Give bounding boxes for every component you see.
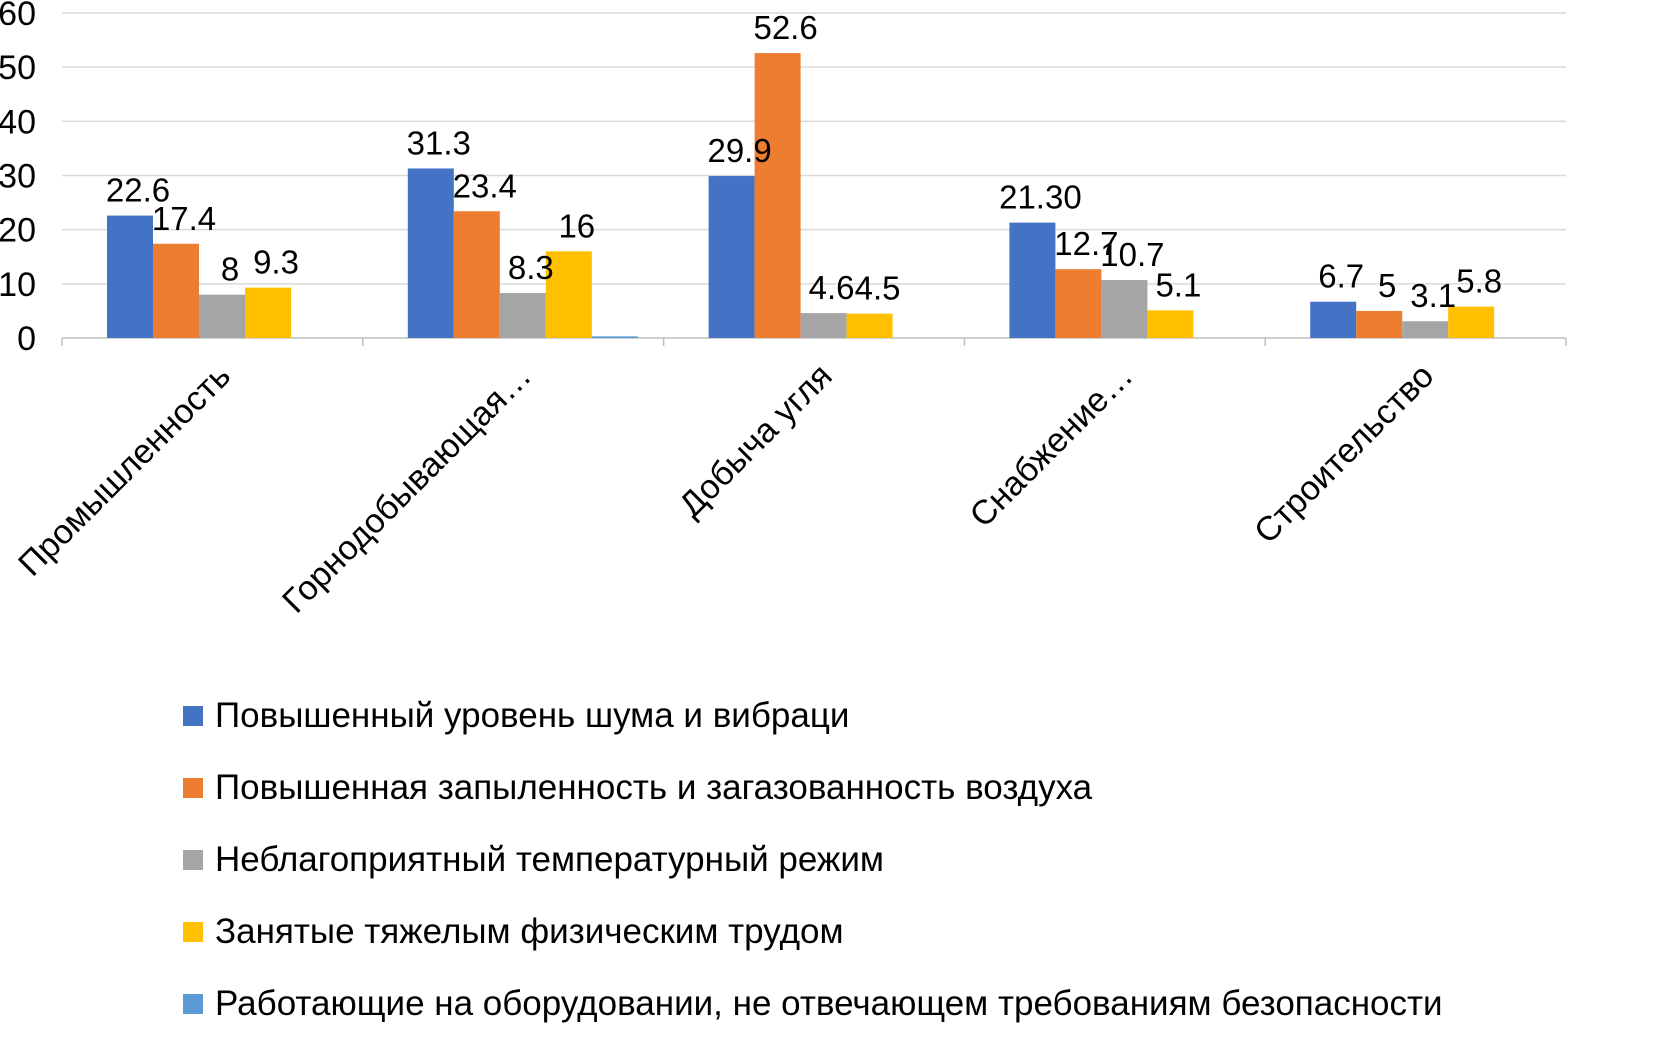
legend-label: Занятые тяжелым физическим трудом (215, 912, 844, 951)
legend-swatch (183, 850, 203, 870)
bar (107, 215, 153, 338)
chart-root: 0 10 20 30 40 50 60 22.6 31.3 29.9 21.30 6.7 17.4 23… (0, 0, 1567, 1023)
bars (107, 53, 1495, 338)
bar (199, 294, 245, 338)
legend-swatch (183, 994, 203, 1014)
data-label: 8.3 (508, 249, 554, 286)
y-tick-label: 40 (0, 103, 36, 141)
data-label: 12.7 (1054, 225, 1118, 262)
data-label: 4.5 (855, 270, 901, 307)
bar (499, 293, 546, 338)
legend-entry: Повышенная запыленность и загазованность… (183, 752, 1443, 824)
bar (1055, 269, 1102, 338)
legend-label: Повышенный уровень шума и вибраци (215, 696, 850, 735)
data-label: 5.8 (1456, 263, 1502, 300)
x-tick-label: Строительство (1247, 357, 1441, 551)
y-axis-ticks: 0 10 20 30 40 50 60 (0, 0, 36, 358)
legend-swatch (183, 922, 203, 942)
data-label: 16 (558, 207, 595, 244)
bar (1101, 280, 1148, 338)
y-tick-label: 0 (17, 320, 36, 358)
data-label: 4.6 (809, 269, 855, 306)
bar (1009, 222, 1056, 338)
y-tick-label: 10 (0, 266, 36, 304)
bar (754, 53, 801, 338)
bar (591, 336, 638, 338)
gridlines (61, 12, 1567, 346)
legend-entry: Неблагоприятный температурный режим (183, 824, 1443, 896)
bar (846, 313, 893, 338)
bar (1310, 301, 1357, 338)
legend-label: Повышенная запыленность и загазованность… (215, 768, 1093, 807)
data-label: 31.3 (407, 124, 471, 161)
y-tick-label: 30 (0, 158, 36, 196)
y-tick-label: 50 (0, 49, 36, 87)
y-tick-label: 20 (0, 212, 36, 250)
data-label: 21.30 (999, 179, 1082, 216)
legend-entry: Повышенный уровень шума и вибраци (183, 680, 1443, 752)
bar-chart: 0 10 20 30 40 50 60 22.6 31.3 29.9 21.30 6.7 17.4 23… (0, 0, 1567, 621)
data-label: 52.6 (753, 9, 817, 46)
data-label: 10.7 (1100, 236, 1164, 273)
legend-label: Неблагоприятный температурный режим (215, 840, 884, 879)
legend-entry: Работающие на оборудовании, не отвечающе… (183, 968, 1443, 1040)
bar (153, 243, 199, 338)
legend-swatch (183, 706, 203, 726)
x-axis-ticks: Промышленность Горнодобывающая… Добыча угл… (11, 357, 1441, 621)
data-labels: 22.6 31.3 29.9 21.30 6.7 17.4 23.4 52.6 12.7 5 8 8.… (106, 9, 1502, 314)
x-tick-label: Добыча угля (672, 357, 840, 525)
data-label: 6.7 (1318, 258, 1364, 295)
data-label: 9.3 (253, 244, 299, 281)
y-tick-label: 60 (0, 0, 36, 33)
bar (1402, 321, 1449, 338)
bar (1448, 306, 1495, 338)
data-label: 22.6 (106, 172, 170, 209)
bar (800, 313, 847, 338)
bar (545, 251, 592, 338)
data-label: 5.1 (1155, 266, 1201, 303)
legend: Повышенный уровень шума и вибраци Повышен… (183, 680, 1443, 1040)
legend-entry: Занятые тяжелым физическим трудом (183, 896, 1443, 968)
bar (1356, 310, 1403, 338)
data-label: 23.4 (453, 167, 517, 204)
data-label: 17.4 (152, 200, 216, 237)
data-label: 5 (1378, 267, 1396, 304)
legend-swatch (183, 778, 203, 798)
x-tick-label: Горнодобывающая… (275, 357, 539, 621)
bar (407, 168, 454, 338)
x-tick-label: Промышленность (11, 357, 238, 584)
bar (453, 211, 500, 338)
legend-label: Работающие на оборудовании, не отвечающе… (215, 984, 1443, 1023)
data-label: 8 (221, 251, 239, 288)
data-label: 3.1 (1410, 277, 1456, 314)
x-tick-label: Снабжение… (962, 357, 1140, 535)
bar (245, 287, 291, 338)
data-label: 29.9 (707, 132, 771, 169)
bar (1147, 310, 1194, 338)
bar (708, 176, 755, 338)
